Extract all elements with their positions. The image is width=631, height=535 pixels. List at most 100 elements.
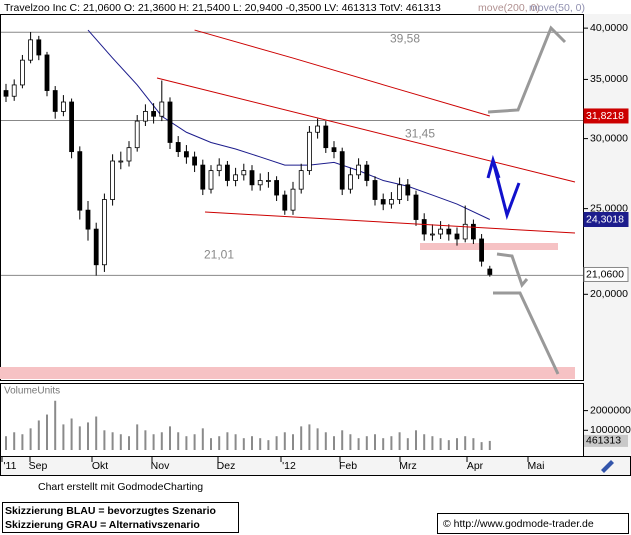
moving-average: [194, 29, 490, 117]
volume-bar: [136, 424, 139, 450]
volume-bar: [308, 424, 311, 450]
candle-body: [69, 101, 74, 153]
volume-bar: [87, 422, 89, 450]
volume-bar: [283, 432, 286, 450]
x-tick-label: Sep: [29, 460, 48, 472]
candle-body: [347, 174, 353, 190]
volume-bar: [333, 436, 335, 450]
volume-bar: [152, 434, 155, 450]
copyright: © http://www.godmode-trader.de: [443, 518, 594, 530]
legend-entry: move(50, 0): [529, 2, 585, 14]
candle-body: [44, 54, 50, 91]
volume-bar: [406, 438, 409, 450]
y-tick-label: 40,0000: [590, 22, 628, 34]
tool-icon: [601, 460, 614, 473]
candle-body: [446, 228, 452, 235]
volume-bar: [54, 400, 57, 450]
candle-body: [175, 142, 181, 153]
volume-bar: [5, 436, 7, 450]
resistance-zone: [420, 243, 558, 250]
volume-bar: [234, 434, 237, 450]
volume-bar: [21, 434, 24, 450]
candle-body: [405, 184, 411, 196]
candle-body: [216, 164, 222, 172]
y-tick-label: 30,0000: [590, 132, 628, 144]
volume-bar: [472, 438, 475, 450]
y-tick-label: 1000000: [590, 424, 631, 436]
header: Travelzoo Inc C: 21,0600 O: 21,3600 H: 2…: [4, 2, 441, 14]
candle-body: [11, 84, 17, 97]
candle-body: [61, 101, 66, 112]
x-tick-label: '11: [4, 460, 17, 472]
volume-bar: [13, 432, 16, 450]
candle-body: [151, 111, 157, 117]
candle-body: [257, 180, 263, 186]
candle-body: [487, 268, 493, 275]
candle-body: [306, 131, 312, 172]
volume-bar: [464, 436, 467, 450]
volume-bar: [415, 430, 417, 450]
candle-body: [36, 39, 42, 56]
candle-body: [134, 120, 140, 149]
support-zone: [0, 367, 575, 379]
volume-bar: [218, 436, 221, 450]
volume-bar: [193, 434, 196, 450]
candle-body: [142, 111, 148, 122]
candle-body: [208, 170, 214, 190]
legend-entry: move(200, 0): [478, 2, 540, 14]
credit: Chart erstellt mit GodmodeCharting: [38, 481, 203, 493]
candle-body: [315, 125, 321, 133]
volume-bar: [267, 440, 270, 450]
x-tick-label: Okt: [92, 460, 108, 472]
x-tick-label: Mrz: [399, 460, 417, 472]
value-box-label: 21,0600: [586, 268, 624, 280]
trend-line: [204, 211, 576, 234]
candle-body: [282, 194, 288, 211]
volume-bar: [242, 438, 245, 450]
volume-bar: [357, 438, 360, 450]
axis-panel: [583, 14, 631, 457]
candle-body: [454, 233, 460, 240]
candle-body: [3, 90, 9, 97]
candle-body: [462, 223, 468, 240]
volume-bar: [201, 428, 204, 450]
candle-body: [192, 156, 198, 166]
candle-body: [413, 194, 419, 220]
volume-bar: [119, 434, 122, 450]
candle-body: [126, 147, 132, 162]
candle-body: [372, 180, 378, 200]
candle-body: [356, 164, 362, 176]
y-tick-label: 20,0000: [590, 288, 628, 300]
value-box: [583, 211, 629, 227]
notes-box: [2, 502, 239, 533]
candle-body: [331, 147, 337, 153]
scenario-arrow-gray: [493, 291, 560, 375]
x-tick-label: Dez: [217, 460, 236, 472]
volume-bar: [251, 436, 253, 450]
volume-bar: [275, 436, 278, 450]
candle-body: [167, 101, 173, 143]
x-tick-label: Mai: [528, 460, 545, 472]
value-box-label: 31,8218: [586, 110, 624, 122]
volume-bar: [398, 432, 401, 450]
x-tick-label: Apr: [467, 460, 484, 472]
candle-body: [397, 184, 403, 200]
candle-body: [19, 59, 25, 86]
candle-body: [429, 233, 435, 236]
scenario-arrow-blue: [491, 160, 521, 220]
volume-bar: [177, 432, 180, 450]
candle-body: [200, 164, 206, 190]
candle-body: [102, 199, 107, 266]
candle-body: [364, 164, 370, 181]
volume-bar: [341, 430, 344, 450]
candle-body: [339, 151, 345, 190]
volume-bar: [292, 434, 294, 450]
volume-bar: [431, 436, 434, 450]
candle-body: [388, 199, 394, 205]
volume-bar: [439, 438, 442, 450]
value-box: [583, 266, 629, 282]
volume-bar: [62, 424, 65, 450]
volume-bar: [382, 438, 385, 450]
